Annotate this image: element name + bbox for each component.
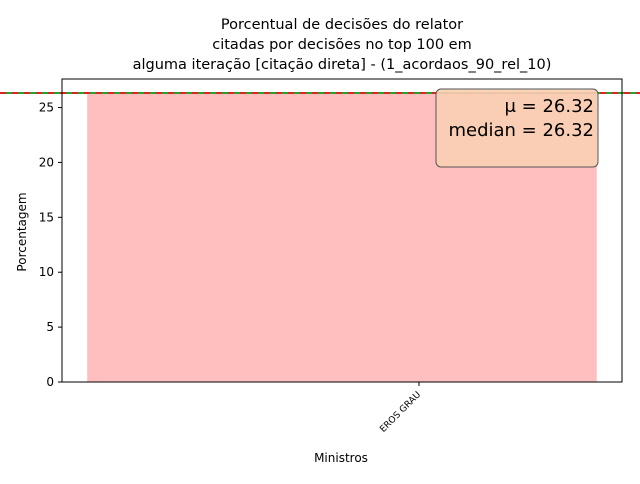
mean-label: μ = 26.32 [504, 96, 594, 117]
y-tick-label: 15 [39, 210, 54, 224]
x-axis-label: Ministros [314, 451, 368, 465]
median-label: median = 26.32 [448, 120, 594, 141]
chart-title: Porcentual de decisões do relator citadas… [133, 17, 552, 73]
axes-frame [61, 78, 623, 383]
y-tick-label: 0 [46, 375, 54, 389]
y-axis-label: Porcentagem [15, 192, 29, 271]
annotation-box [435, 88, 599, 168]
y-tick-label: 25 [39, 101, 54, 115]
y-axis: 0 5 10 15 20 25 [39, 101, 62, 389]
stats-annotation: μ = 26.32 median = 26.32 [435, 88, 599, 168]
y-tick-label: 20 [39, 155, 54, 169]
chart-title-line: Porcentual de decisões do relator [221, 17, 463, 33]
chart-title-line: alguma iteração [citação direta] - (1_ac… [133, 57, 552, 73]
y-tick-label: 5 [46, 320, 54, 334]
x-tick-label: EROS GRAU [378, 390, 423, 435]
chart-title-line: citadas por decisões no top 100 em [212, 37, 471, 53]
y-tick-label: 10 [39, 265, 54, 279]
x-axis: EROS GRAU [378, 382, 423, 435]
